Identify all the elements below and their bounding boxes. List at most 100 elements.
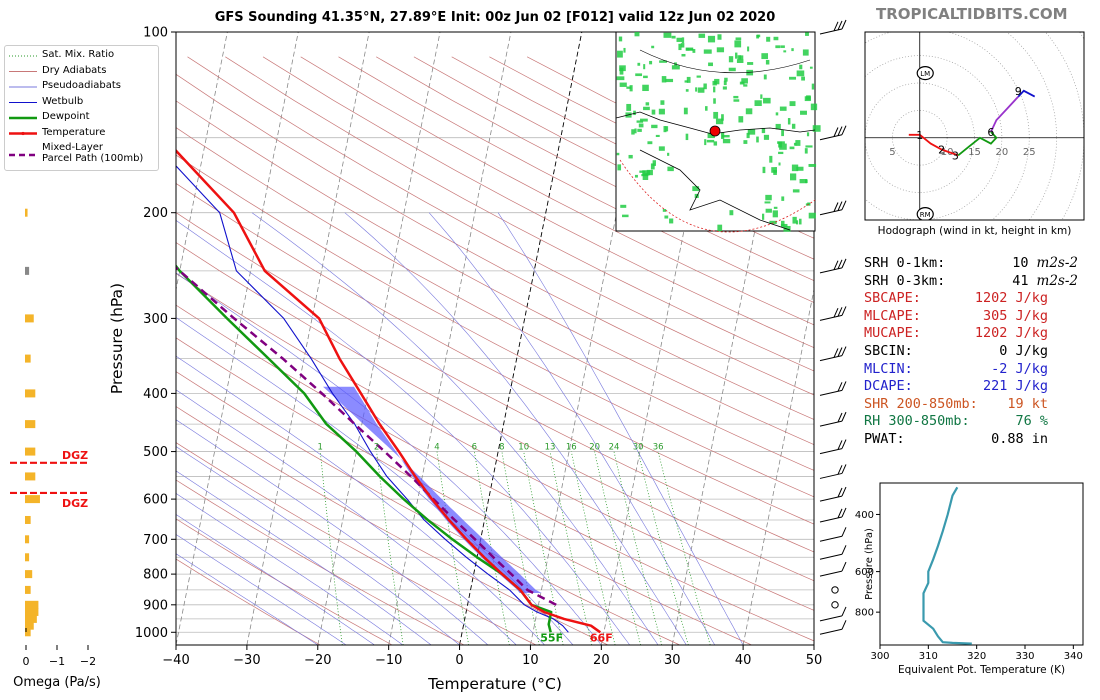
isotherm [0, 32, 86, 645]
index-label: SHR 200-850mb: [864, 395, 978, 412]
legend-label-parcel: Mixed-Layer Parcel Path (100mb) [42, 142, 144, 164]
theta-e-y-tick-label: 400 [855, 510, 874, 521]
precip-cell [637, 62, 641, 66]
index-row: SHR 200-850mb: 19 kt [864, 396, 1094, 414]
wind-barb [819, 439, 847, 455]
precip-cell [642, 173, 649, 180]
wind-barb [831, 586, 839, 594]
precip-cell [760, 94, 763, 99]
barb-staff [819, 535, 843, 542]
omega-tick-label: −2 [80, 655, 96, 668]
precip-cell [774, 167, 777, 173]
dry-adiabat [338, 56, 814, 303]
omega-tick-label: −1 [49, 655, 65, 668]
omega-bar [25, 535, 30, 544]
theta-e-y-tick-label: 600 [855, 567, 874, 578]
precip-cell [634, 128, 637, 134]
dry-adiabat [176, 304, 814, 642]
theta-e-x-tick-label: 320 [967, 651, 986, 662]
precip-cell [781, 129, 785, 137]
precip-cell [681, 37, 685, 44]
precip-cell [671, 65, 680, 70]
hodo-trace [990, 95, 1019, 133]
precip-cell [789, 173, 797, 181]
site-label[interactable]: TROPICALTIDBITS.COM [876, 5, 1068, 23]
precip-cell [667, 152, 670, 156]
barb-flag [833, 348, 839, 358]
precip-cell [626, 86, 632, 89]
x-tick-label: 20 [593, 653, 610, 668]
barb-flag [841, 620, 847, 630]
precip-cell [799, 218, 802, 225]
dry-adiabat [262, 56, 814, 349]
precip-cell [623, 47, 626, 53]
legend-swatches [9, 55, 37, 157]
cape-shading [323, 386, 542, 593]
mixing-ratio-label: 24 [609, 443, 620, 453]
index-value: 305 J/kg [982, 307, 1048, 324]
skewt-plot-area [0, 32, 814, 645]
omega-bar [25, 420, 36, 429]
wind-barb [819, 464, 847, 479]
wind-barb [819, 411, 847, 427]
precip-cell [640, 118, 648, 122]
precip-cell [651, 109, 656, 115]
precip-cell [721, 132, 725, 139]
precip-cell [791, 164, 799, 172]
index-label: SBCAPE: [864, 290, 921, 307]
mixing-ratio-line [549, 451, 593, 645]
chart-title: GFS Sounding 41.35°N, 27.89°E Init: 00z … [214, 10, 776, 25]
index-row: MLCAPE: 305 J/kg [864, 308, 1094, 326]
isotherm [317, 32, 441, 645]
barb-staff [819, 314, 843, 321]
precip-cell [658, 146, 665, 151]
precip-cell [643, 64, 646, 70]
pseudoadiabat [497, 212, 744, 645]
index-unit: m2s-2 [1036, 272, 1078, 289]
precip-cell [686, 76, 691, 83]
y-tick-label: 600 [143, 493, 168, 508]
pseudoadiabat [176, 272, 602, 645]
precip-cell [622, 214, 629, 218]
hodo-trace [908, 133, 959, 157]
precip-cell [663, 32, 672, 38]
barb-staff [819, 209, 843, 216]
dry-adiabat [176, 479, 465, 645]
precip-cell [781, 220, 785, 227]
pseudoadiabat [176, 470, 432, 645]
precip-cell [796, 166, 804, 171]
pseudoadiabat [176, 419, 489, 645]
hodo-ring-label: 25 [1023, 147, 1036, 158]
omega-bar [25, 354, 31, 363]
precip-cell [805, 179, 808, 184]
precip-cell [799, 64, 803, 70]
index-value: 76 % [1015, 413, 1048, 430]
x-tick-label: 0 [455, 653, 463, 668]
y-tick-label: 200 [143, 206, 168, 221]
precip-cell [637, 128, 642, 132]
precip-cell [728, 56, 734, 63]
precip-cell [634, 32, 640, 37]
x-tick-label: 10 [522, 653, 539, 668]
wetbulb-trace [176, 165, 569, 633]
precip-cell [772, 210, 778, 218]
hodo-ring-label: 20 [996, 147, 1009, 158]
storm-motion-marker [916, 207, 934, 220]
precip-cell [735, 37, 742, 41]
hodo-ring-label: 5 [889, 147, 895, 158]
precip-cell [779, 106, 787, 111]
precip-cell [756, 34, 759, 39]
index-value: 221 J/kg [982, 378, 1048, 395]
index-row: SBCAPE: 1202 J/kg [864, 290, 1094, 308]
wind-barb [819, 507, 847, 523]
precip-cell [721, 114, 724, 121]
precip-cell [678, 43, 682, 51]
precip-cell [661, 76, 667, 83]
mixing-ratio-label: 1 [318, 443, 323, 453]
precip-cell [680, 43, 685, 48]
theta-e-y-tick-label: 800 [855, 608, 874, 619]
pseudoadiabat [176, 514, 375, 645]
mixing-ratio-label: 36 [653, 443, 664, 453]
precip-cell [633, 110, 636, 116]
precip-cell [658, 108, 665, 115]
